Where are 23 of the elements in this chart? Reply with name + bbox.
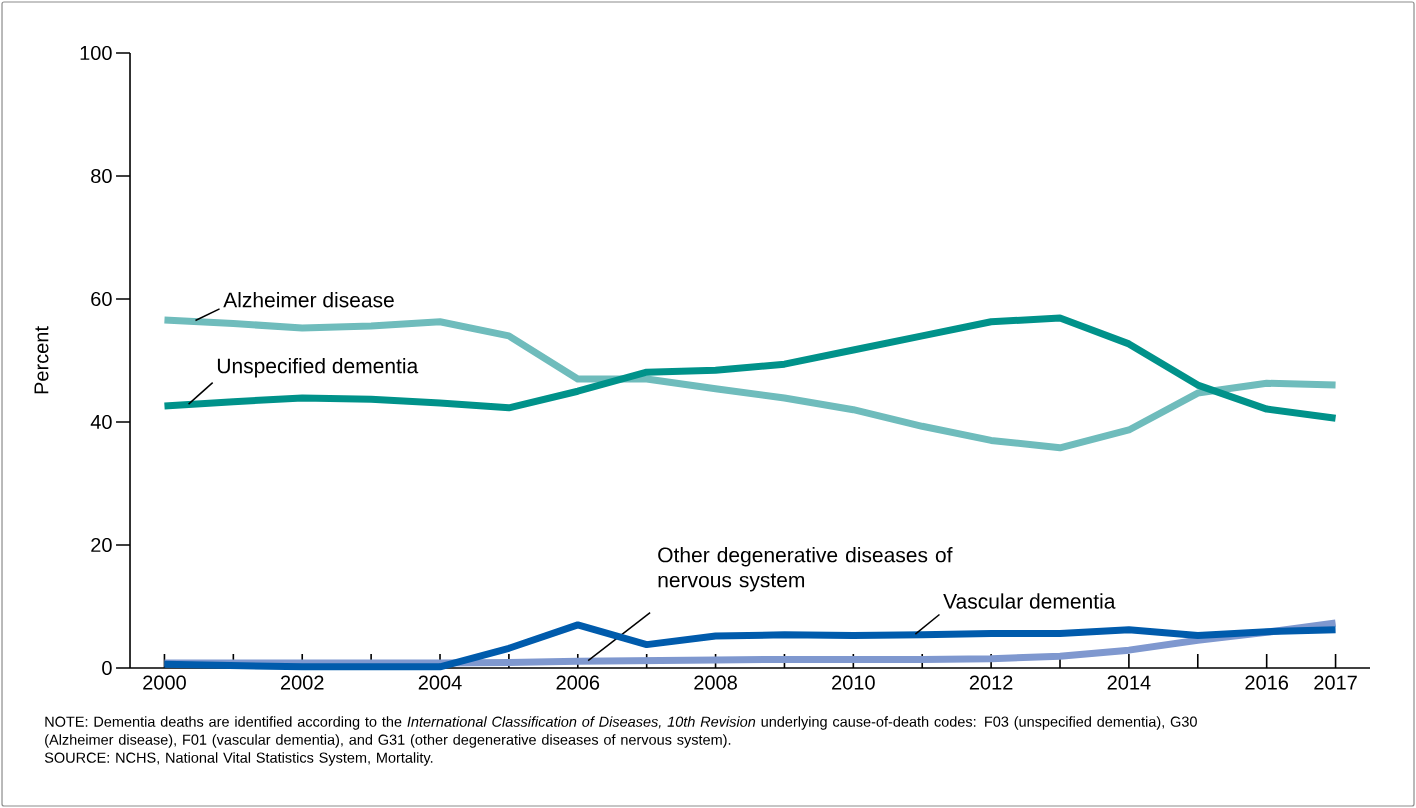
y-tick-label: 80 [91, 168, 112, 184]
y-axis-title: Percent [34, 326, 49, 394]
x-tick-label: 2002 [280, 675, 324, 690]
x-tick-label: 2010 [832, 675, 875, 690]
x-tick-label: 2006 [556, 675, 600, 690]
y-tick-label: 20 [91, 537, 112, 553]
series-label: Vascular dementia [943, 593, 1116, 609]
x-tick-label: 2004 [418, 675, 462, 690]
x-tick-label: 2016 [1245, 675, 1289, 690]
x-tick-label: 2012 [969, 675, 1013, 690]
y-tick-label: 40 [90, 414, 112, 430]
y-tick-label: 100 [80, 45, 112, 61]
y-tick-label: 60 [91, 291, 112, 307]
text: Other degenerative diseases of nervous system [658, 546, 953, 592]
x-tick-label: 2008 [694, 675, 737, 690]
y-tick-label: 0 [102, 660, 112, 676]
x-tick-label: 2017 [1314, 675, 1357, 690]
series-label: Alzheimer disease [223, 291, 394, 308]
x-tick-label: 2000 [143, 675, 186, 690]
source-note: SOURCE: NCHS, National Vital Statistics System, Mortality. [44, 752, 433, 766]
series-label: Unspecified dementia [217, 357, 419, 378]
text: NOTE: Dementia deaths are identified according to the International Classification of Diseases, 10th Revision underlying cause-of-death codes: F03 (unspecified dementia), G30 (Alzheimer disease), F01 (vascular dementia), and G31 (other degenerative diseases of nervous system). [45, 716, 1197, 748]
x-tick-label: 2014 [1107, 675, 1151, 690]
